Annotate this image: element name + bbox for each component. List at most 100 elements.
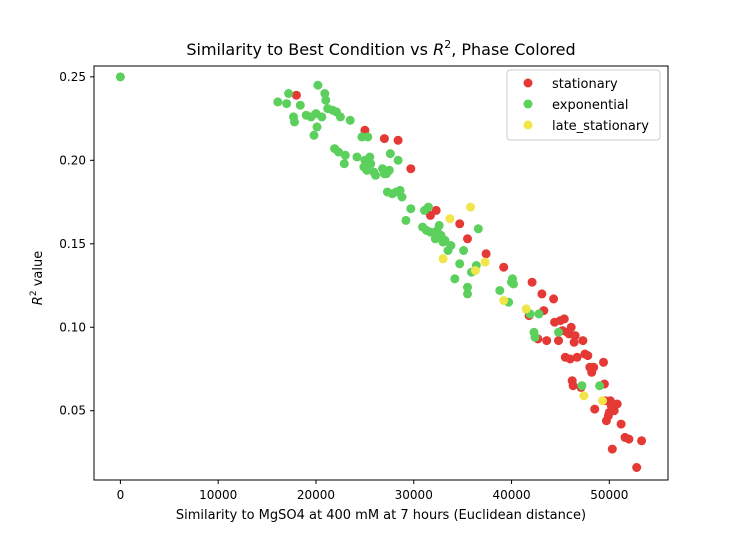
point-exponential-14 <box>320 89 330 98</box>
point-late-stationary-3 <box>470 266 480 275</box>
point-stationary-29 <box>568 381 578 391</box>
point-exponential-46 <box>401 215 411 225</box>
point-stationary-49 <box>607 444 617 454</box>
point-late-stationary-7 <box>579 391 589 401</box>
legend-box <box>506 69 661 141</box>
point-exponential-34 <box>371 170 381 180</box>
point-exponential-31 <box>365 152 375 162</box>
point-stationary-0 <box>291 90 301 100</box>
point-exponential-65 <box>463 289 472 299</box>
point-exponential-24 <box>345 115 355 125</box>
point-exponential-20 <box>334 147 343 157</box>
point-exponential-45 <box>397 192 407 202</box>
point-stationary-54 <box>624 434 634 444</box>
points-layer <box>115 72 647 472</box>
point-stationary-7 <box>455 219 465 229</box>
point-stationary-10 <box>499 262 509 272</box>
y-axis-ticks: 0.05 0.10 0.15 0.20 0.25 <box>59 70 94 418</box>
point-exponential-43 <box>393 155 403 165</box>
x-tick-label-5: 50000 <box>590 488 628 502</box>
point-exponential-11 <box>312 122 322 132</box>
point-exponential-79 <box>577 381 587 391</box>
point-stationary-55 <box>632 463 642 472</box>
point-exponential-15 <box>321 95 331 105</box>
point-stationary-27 <box>566 322 576 332</box>
point-stationary-2 <box>379 134 389 144</box>
point-exponential-78 <box>554 327 563 337</box>
point-late-stationary-0 <box>438 254 448 264</box>
point-exponential-29 <box>362 165 372 175</box>
point-stationary-34 <box>578 336 588 346</box>
point-exponential-32 <box>366 159 376 169</box>
y-tick-label-1: 0.10 <box>59 320 86 334</box>
point-stationary-3 <box>393 135 403 145</box>
x-tick-label-2: 20000 <box>297 488 335 502</box>
point-stationary-17 <box>549 294 559 304</box>
y-axis-label: R2 value <box>29 251 46 305</box>
point-exponential-52 <box>425 227 435 237</box>
x-axis-label: Similarity to MgSO4 at 400 mM at 7 hours… <box>176 508 586 523</box>
y-tick-label-0: 0.05 <box>59 404 86 418</box>
point-exponential-30 <box>363 132 373 142</box>
point-late-stationary-5 <box>499 296 509 305</box>
point-exponential-12 <box>313 80 323 90</box>
point-stationary-30 <box>569 337 579 347</box>
point-stationary-31 <box>570 331 580 341</box>
point-exponential-64 <box>463 282 472 292</box>
point-stationary-22 <box>559 314 569 324</box>
point-exponential-1 <box>273 97 283 107</box>
legend-label-exponential: exponential <box>552 98 628 113</box>
point-stationary-50 <box>609 406 619 416</box>
point-stationary-9 <box>481 249 491 259</box>
point-exponential-25 <box>352 152 362 162</box>
point-exponential-80 <box>595 381 605 391</box>
legend-marker-late-stationary <box>523 120 533 130</box>
point-stationary-16 <box>542 336 552 346</box>
point-exponential-61 <box>450 274 460 284</box>
point-exponential-3 <box>284 89 294 98</box>
point-late-stationary-2 <box>466 202 475 212</box>
point-stationary-52 <box>616 419 626 429</box>
point-stationary-39 <box>589 362 599 372</box>
point-exponential-55 <box>434 220 444 230</box>
point-late-stationary-8 <box>598 396 607 406</box>
legend-marker-exponential <box>523 99 533 109</box>
point-exponential-63 <box>459 246 469 255</box>
point-stationary-32 <box>572 352 582 362</box>
point-stationary-4 <box>406 164 416 174</box>
point-exponential-13 <box>317 112 327 122</box>
legend: stationary exponential late_stationary <box>506 69 661 141</box>
point-exponential-5 <box>290 117 299 127</box>
point-exponential-0 <box>115 72 125 82</box>
point-late-stationary-6 <box>521 304 531 314</box>
point-stationary-8 <box>463 234 472 244</box>
point-exponential-6 <box>295 100 305 110</box>
point-exponential-51 <box>423 202 433 212</box>
point-stationary-14 <box>537 289 547 299</box>
point-late-stationary-1 <box>445 214 455 224</box>
point-stationary-12 <box>527 277 537 287</box>
point-exponential-9 <box>309 130 319 140</box>
point-exponential-39 <box>384 165 394 175</box>
point-stationary-26 <box>565 354 575 364</box>
point-exponential-23 <box>340 150 350 160</box>
point-exponential-76 <box>530 332 540 342</box>
y-tick-label-4: 0.25 <box>59 70 86 84</box>
point-exponential-69 <box>495 286 505 295</box>
point-exponential-58 <box>440 235 450 245</box>
point-stationary-51 <box>612 399 622 409</box>
point-exponential-73 <box>509 279 518 289</box>
x-tick-label-3: 30000 <box>395 488 433 502</box>
point-exponential-47 <box>406 204 416 214</box>
point-stationary-6 <box>431 205 441 215</box>
point-stationary-41 <box>599 357 608 367</box>
point-exponential-60 <box>446 241 456 250</box>
point-stationary-36 <box>583 351 593 361</box>
point-stationary-40 <box>590 404 600 414</box>
chart-title: Similarity to Best Condition vs R2, Phas… <box>186 38 575 59</box>
y-tick-label-3: 0.20 <box>59 153 86 167</box>
x-axis-ticks: 0 10000 20000 30000 40000 50000 <box>117 480 628 502</box>
plot-area-frame <box>93 65 669 481</box>
point-exponential-22 <box>339 159 349 169</box>
